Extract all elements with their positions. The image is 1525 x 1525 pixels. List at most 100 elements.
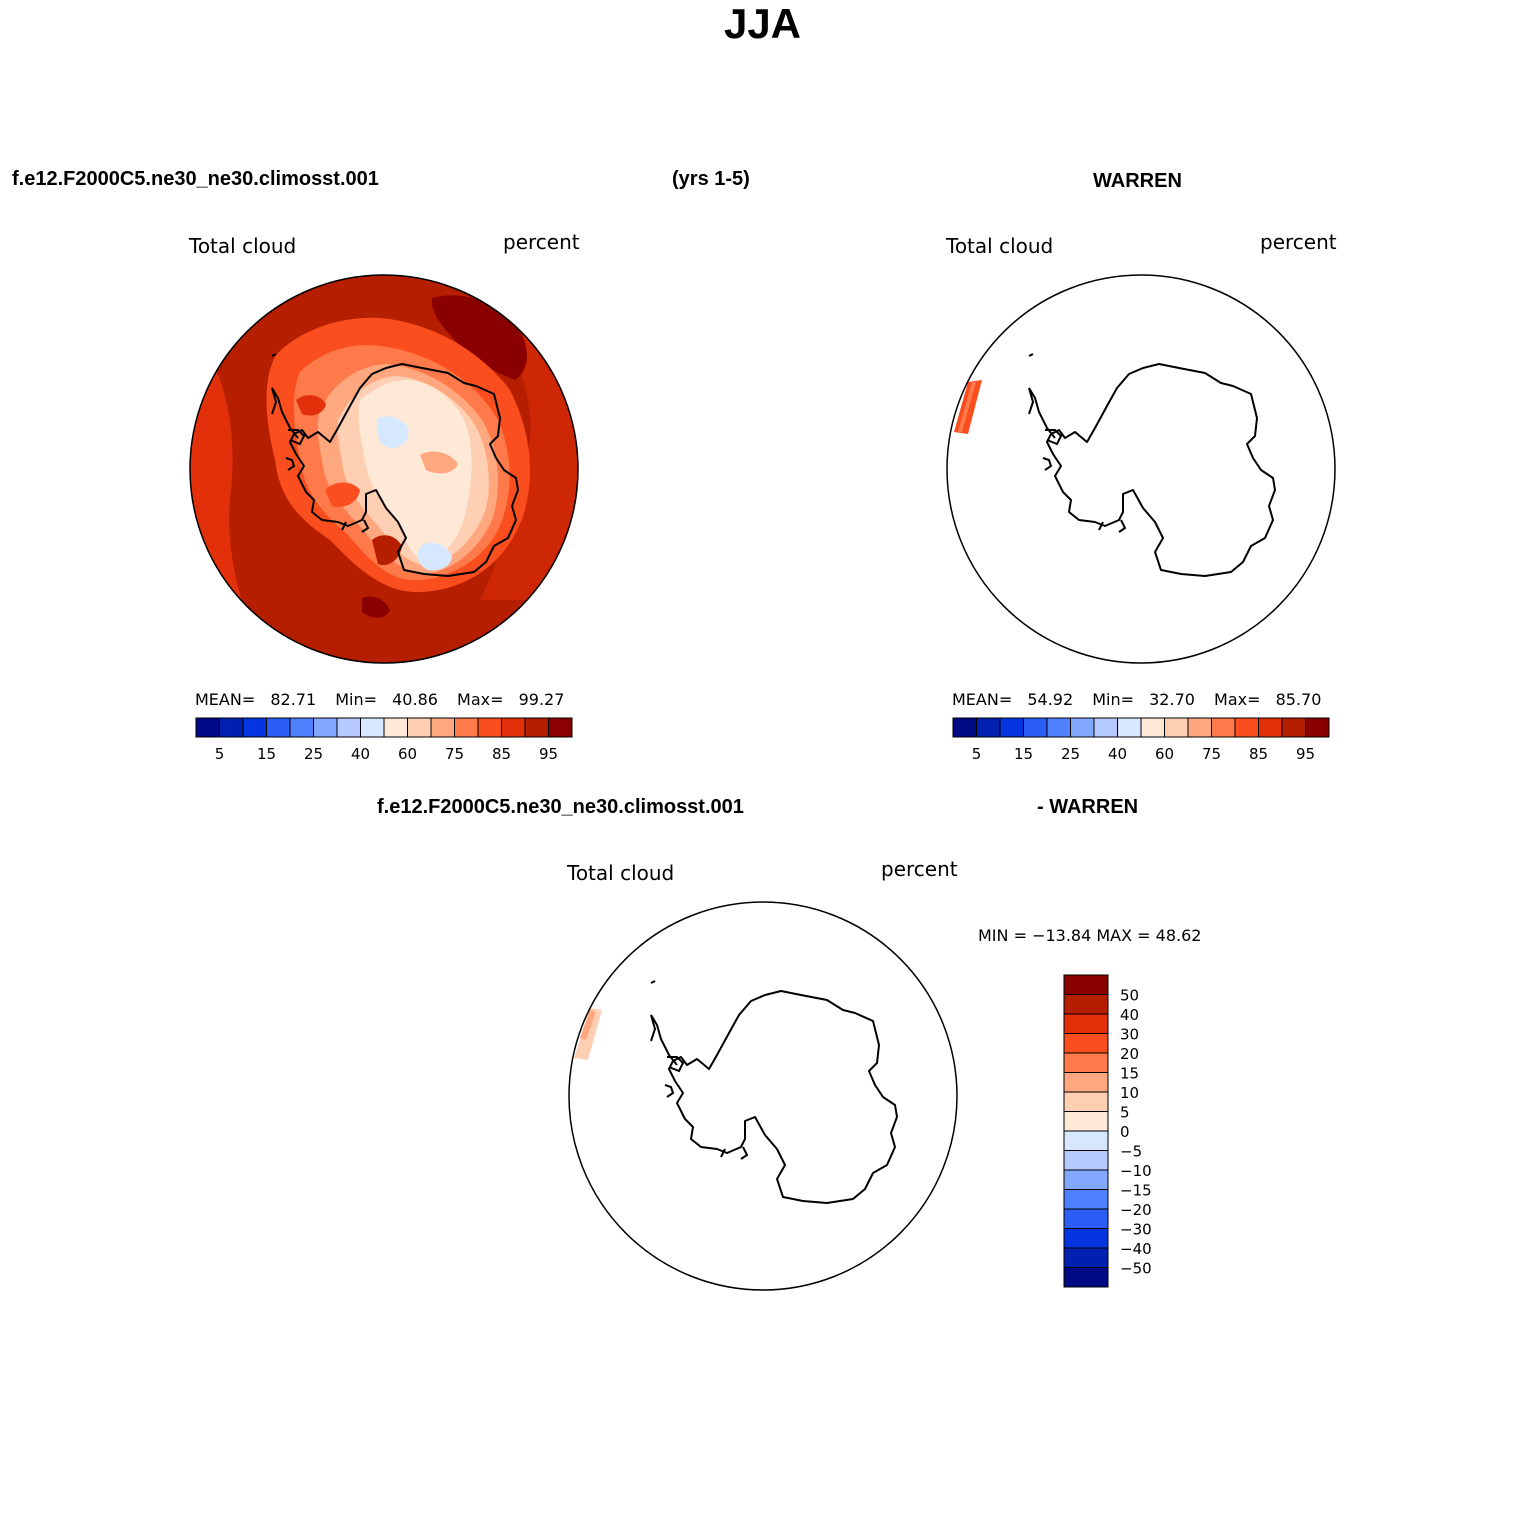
colorbar-tick-label: 75 (1202, 745, 1221, 763)
colorbar-box (289, 717, 314, 738)
colorbar-tick-label: −40 (1120, 1240, 1152, 1258)
colorbar-tick-label: 15 (257, 745, 276, 763)
colorbar-box (477, 717, 502, 738)
obs-map (946, 274, 1336, 664)
colorbar-box (976, 717, 1001, 738)
panel1-mean-value: 82.71 (270, 690, 317, 709)
colorbar-box (313, 717, 338, 738)
panel3-minmax: MIN = −13.84 MAX = 48.62 (978, 926, 1202, 945)
diff-map (568, 901, 958, 1291)
colorbar-tick-label: 60 (398, 745, 417, 763)
colorbar-box (1063, 974, 1109, 995)
colorbar-tick-label: 75 (445, 745, 464, 763)
colorbar-tick-label: 15 (1120, 1065, 1139, 1083)
colorbar-box (195, 717, 220, 738)
colorbar-box (1063, 994, 1109, 1015)
colorbar-tick-label: 5 (972, 745, 982, 763)
diff-case-header: f.e12.F2000C5.ne30_ne30.climosst.001 (377, 796, 744, 818)
colorbar-tick-label: 50 (1120, 987, 1139, 1005)
colorbar-tick-label: −30 (1120, 1221, 1152, 1239)
colorbar-tick-label: −10 (1120, 1162, 1152, 1180)
colorbar-box (360, 717, 385, 738)
colorbar-box (501, 717, 526, 738)
colorbar-tick-label: −5 (1120, 1143, 1142, 1161)
colorbar-box (1063, 1052, 1109, 1073)
colorbar-box (454, 717, 479, 738)
panel1-mean-label: MEAN= (195, 690, 256, 709)
colorbar-tick-label: 95 (1296, 745, 1315, 763)
panel2-variable-label: Total cloud (946, 234, 1054, 258)
case-name-header: f.e12.F2000C5.ne30_ne30.climosst.001 (12, 168, 379, 190)
colorbar-box (1023, 717, 1048, 738)
panel3-units-label: percent (881, 857, 958, 881)
colorbar-box (1063, 1111, 1109, 1132)
colorbar-box (1070, 717, 1095, 738)
colorbar-tick-label: 5 (1120, 1104, 1130, 1122)
colorbar-tick-label: 25 (304, 745, 323, 763)
colorbar-box (1063, 1150, 1109, 1171)
panel2-max-value: 85.70 (1275, 690, 1322, 709)
colorbar-box (1063, 1247, 1109, 1268)
model-colorbar: 5 15 25 40 60 75 85 95 (195, 717, 573, 763)
colorbar-box (1063, 1130, 1109, 1151)
colorbar-tick-label: 85 (492, 745, 511, 763)
diff-obs-header: - WARREN (1037, 796, 1139, 818)
colorbar-box (1063, 1091, 1109, 1112)
colorbar-tick-label: −50 (1120, 1260, 1152, 1278)
colorbar-box (1063, 1013, 1109, 1034)
panel1-max-label: Max= (457, 690, 504, 709)
panel1-min-label: Min= (335, 690, 378, 709)
colorbar-box (1063, 1072, 1109, 1093)
colorbar-tick-label: −15 (1120, 1182, 1152, 1200)
colorbar-tick-label: −20 (1120, 1201, 1152, 1219)
colorbar-box (1305, 717, 1330, 738)
model-map (189, 274, 579, 664)
colorbar-box (1164, 717, 1189, 738)
obs-name-header: WARREN (1093, 170, 1182, 192)
colorbar-box (1187, 717, 1212, 738)
panel1-units-label: percent (503, 230, 580, 254)
colorbar-box (242, 717, 267, 738)
colorbar-box (430, 717, 455, 738)
colorbar-box (1234, 717, 1259, 738)
colorbar-tick-label: 15 (1014, 745, 1033, 763)
colorbar-box (407, 717, 432, 738)
colorbar-box (1063, 1228, 1109, 1249)
colorbar-box (1281, 717, 1306, 738)
colorbar-tick-label: 5 (215, 745, 225, 763)
years-header: (yrs 1-5) (672, 168, 750, 190)
colorbar-tick-label: 25 (1061, 745, 1080, 763)
panel2-mean-value: 54.92 (1027, 690, 1074, 709)
colorbar-tick-label: 95 (539, 745, 558, 763)
colorbar-box (524, 717, 549, 738)
colorbar-box (1140, 717, 1165, 738)
colorbar-tick-label: 60 (1155, 745, 1174, 763)
colorbar-tick-label: 40 (351, 745, 370, 763)
colorbar-tick-label: 40 (1108, 745, 1127, 763)
colorbar-box (1063, 1189, 1109, 1210)
colorbar-tick-label: 0 (1120, 1123, 1130, 1141)
colorbar-box (1046, 717, 1071, 738)
colorbar-box (1211, 717, 1236, 738)
panel3-variable-label: Total cloud (567, 861, 675, 885)
colorbar-box (1063, 1169, 1109, 1190)
colorbar-box (1117, 717, 1142, 738)
colorbar-box (548, 717, 573, 738)
colorbar-box (1258, 717, 1283, 738)
colorbar-tick-label: 10 (1120, 1084, 1139, 1102)
obs-colorbar: 5 15 25 40 60 75 85 95 (952, 717, 1330, 763)
panel1-min-value: 40.86 (392, 690, 438, 709)
colorbar-box (1063, 1267, 1109, 1288)
colorbar-box (383, 717, 408, 738)
figure-title: JJA (723, 0, 802, 47)
colorbar-tick-label: 40 (1120, 1006, 1139, 1024)
colorbar-box (219, 717, 244, 738)
panel1-variable-label: Total cloud (189, 234, 297, 258)
panel2-stats: MEAN= 54.92 Min= 32.70 Max= 85.70 (952, 690, 1321, 709)
panel2-units-label: percent (1260, 230, 1337, 254)
colorbar-box (1063, 1033, 1109, 1054)
colorbar-tick-label: 20 (1120, 1045, 1139, 1063)
colorbar-tick-label: 30 (1120, 1026, 1139, 1044)
